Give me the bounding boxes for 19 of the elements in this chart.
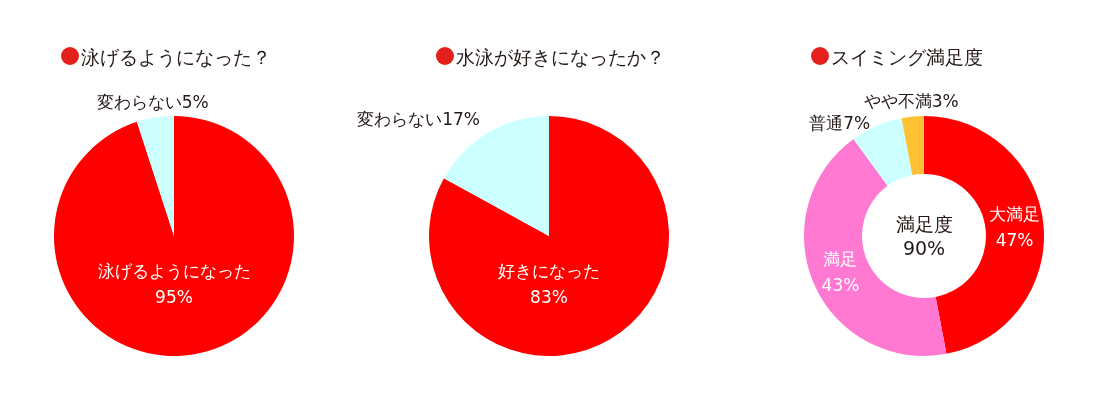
slice-label: 満足 [823, 249, 858, 270]
slice-label: 泳げるようになった [97, 261, 251, 281]
data-label: 43% [821, 275, 860, 296]
slice-label: 変わらない17% [357, 109, 480, 130]
text: 満足度 90% [895, 213, 953, 259]
slice-label: 大満足 [989, 204, 1041, 225]
data-label: 47% [995, 230, 1034, 251]
chart-title: 泳げるようになった？ [81, 46, 271, 68]
pie-slice [136, 116, 174, 236]
chart-title: スイミング満足度 [831, 46, 983, 68]
data-label: 95% [155, 287, 193, 307]
slice-label: 好きになった [498, 261, 600, 281]
slice-label: 変わらない5% [96, 92, 209, 113]
slice-label: 普通7% [809, 113, 871, 133]
data-label: 83% [530, 287, 568, 307]
donut-slice [901, 116, 924, 176]
chart-title: 水泳が好きになったか？ [456, 46, 665, 68]
pie-slice [54, 116, 294, 356]
slice-label: やや不満3% [863, 91, 959, 111]
